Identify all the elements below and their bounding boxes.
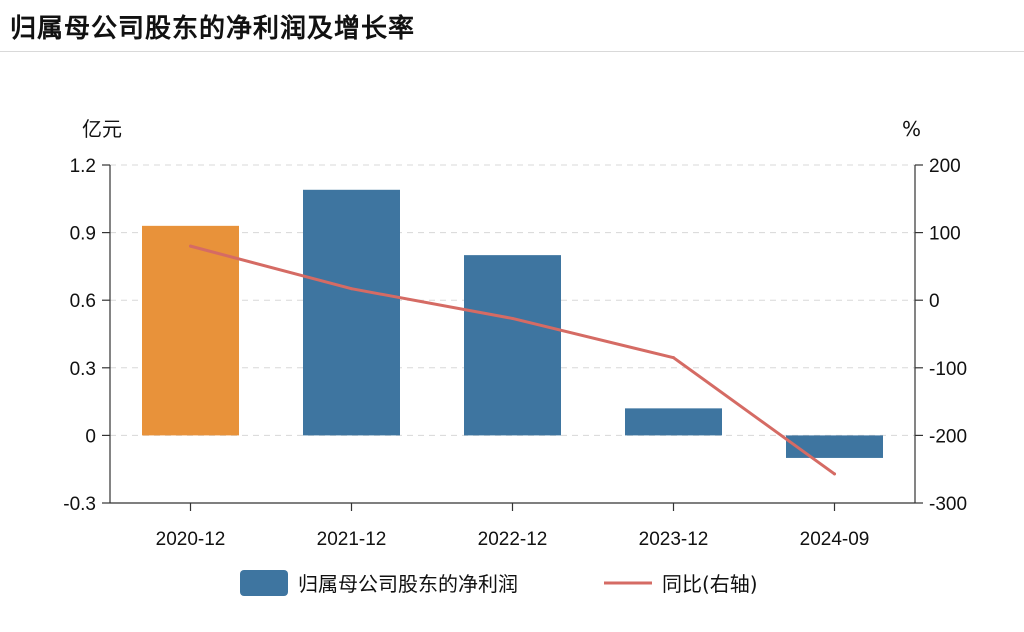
y-left-unit: 亿元 — [82, 117, 122, 141]
y-left-tick-label: 0.9 — [70, 224, 96, 245]
legend-swatch-net-profit — [240, 570, 288, 596]
y-left-tick-label: 0.6 — [70, 291, 96, 312]
axes — [102, 164, 923, 511]
y-left-tick-label: 0.3 — [70, 359, 96, 380]
y-right-tick-label: -100 — [929, 359, 967, 380]
bar-2022-12 — [464, 255, 561, 436]
y-left-tick-label: -0.3 — [63, 494, 96, 515]
chart-title: 归属母公司股东的净利润及增长率 — [10, 14, 416, 44]
x-tick-label: 2021-12 — [317, 529, 387, 550]
grid-lines — [110, 164, 915, 436]
bar-2021-12 — [303, 189, 400, 436]
x-tick-label: 2022-12 — [478, 529, 548, 550]
legend: 归属母公司股东的净利润 同比(右轴) — [240, 570, 758, 596]
bar-2020-12 — [142, 225, 239, 436]
x-tick-label: 2024-09 — [800, 529, 870, 550]
y-right-tick-label: -200 — [929, 426, 967, 447]
yoy-point-2020-12 — [189, 244, 192, 248]
y-right-tick-label: 200 — [929, 156, 961, 177]
yoy-point-2023-12 — [672, 356, 675, 360]
bar-series — [142, 189, 883, 458]
y-right-tick-label: -300 — [929, 494, 967, 515]
x-tick-label: 2023-12 — [639, 529, 709, 550]
legend-label-yoy: 同比(右轴) — [662, 572, 758, 596]
tick-labels: 1.2 0.9 0.6 0.3 0 -0.3 200 100 0 -100 -200 -300 2020… — [63, 156, 967, 550]
bar-2024-09 — [786, 435, 883, 458]
bar-2023-12 — [625, 408, 722, 436]
x-tick-label: 2020-12 — [156, 529, 226, 550]
yoy-point-2021-12 — [350, 287, 353, 291]
chart-header: 归属母公司股东的净利润及增长率 — [0, 0, 1024, 52]
y-right-tick-label: 0 — [929, 291, 940, 312]
y-right-tick-label: 100 — [929, 224, 961, 245]
y-left-tick-label: 1.2 — [70, 156, 96, 177]
yoy-point-2022-12 — [511, 316, 514, 320]
yoy-point-2024-09 — [833, 472, 836, 476]
line-series — [189, 244, 836, 476]
y-left-tick-label: 0 — [85, 426, 96, 447]
legend-label-net-profit: 归属母公司股东的净利润 — [298, 572, 518, 596]
y-right-unit: % — [902, 117, 921, 141]
